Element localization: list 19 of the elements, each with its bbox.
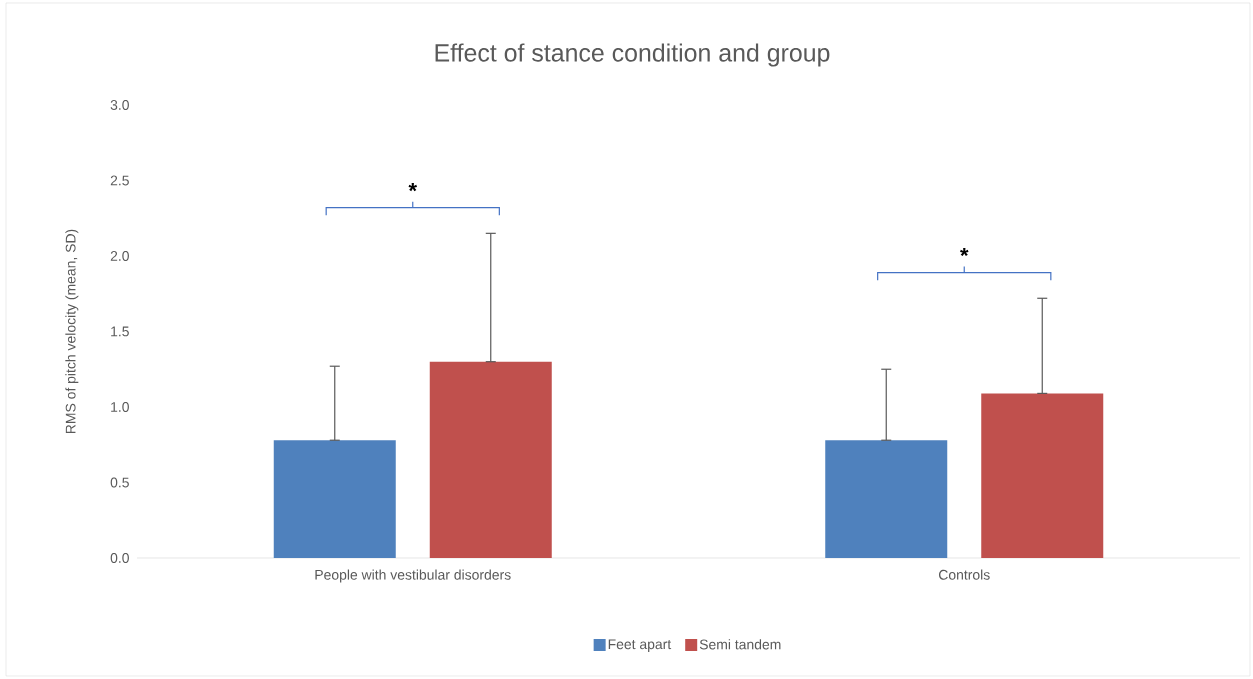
y-tick-label: 0.5 (110, 477, 129, 488)
y-tick-label: 2.0 (110, 251, 129, 261)
x-tick-label: People with vestibular disorders (315, 569, 511, 583)
annotation: * (408, 183, 418, 192)
bar (429, 361, 552, 558)
y-axis-title: RMS of pitch velocity (mean, SD) (65, 229, 79, 434)
y-tick-label: 3.0 (110, 100, 129, 110)
bar (825, 440, 948, 558)
bar (981, 393, 1104, 558)
annotation: * (960, 247, 969, 257)
bar (273, 440, 396, 558)
x-tick-label: Controls (938, 569, 990, 580)
y-tick-label: 0.0 (110, 553, 129, 563)
y-tick-label: 1.5 (111, 326, 129, 337)
y-tick-label: 2.5 (110, 175, 129, 186)
chart-title: Effect of stance condition and group (435, 43, 830, 67)
y-tick-label: 1.0 (111, 402, 129, 412)
legend-label: Semi tandem (699, 639, 781, 650)
legend-label: Feet apart (608, 639, 672, 652)
